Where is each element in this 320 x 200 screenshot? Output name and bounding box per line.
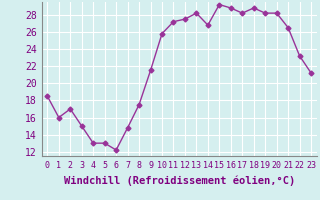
X-axis label: Windchill (Refroidissement éolien,°C): Windchill (Refroidissement éolien,°C) [64, 175, 295, 186]
